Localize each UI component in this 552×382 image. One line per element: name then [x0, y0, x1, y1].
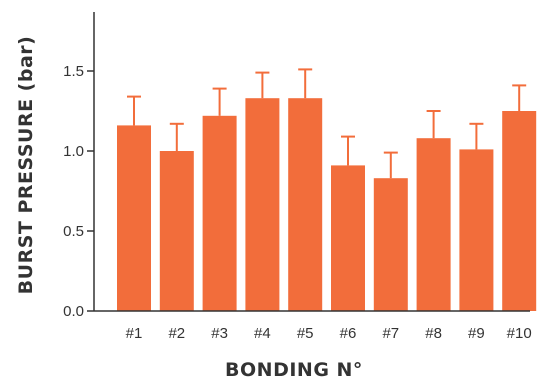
error-bar-10: [512, 84, 527, 111]
axes-layer: [87, 12, 530, 312]
error-bar-1: [127, 95, 141, 126]
x-tick-label: #9: [468, 325, 485, 342]
x-tick-label: #2: [168, 325, 185, 342]
bar-5: [288, 98, 323, 311]
x-tick-label: #6: [340, 325, 357, 342]
bar-6: [331, 165, 365, 311]
x-tick-label: #7: [382, 325, 399, 342]
bar-3: [202, 115, 237, 311]
bar-9: [459, 149, 494, 311]
x-tick-label: #4: [254, 325, 271, 342]
bar-1: [117, 125, 151, 312]
y-axis-title: BURST PRESSURE (bar): [15, 36, 37, 295]
y-tick-label: 1.5: [63, 63, 84, 80]
x-tick-label: #1: [126, 325, 143, 342]
x-tick-label: #3: [211, 325, 228, 342]
error-bar-5: [298, 68, 313, 99]
y-tick-label: 0.0: [63, 303, 84, 320]
y-tick-label: 0.5: [63, 223, 84, 240]
error-bar-3: [212, 87, 227, 116]
error-bar-2: [169, 122, 184, 151]
bar-2: [159, 151, 194, 311]
x-axis-title: BONDING N°: [225, 359, 363, 381]
error-bar-7: [383, 151, 398, 179]
x-tick-label: #10: [507, 325, 532, 342]
x-tick-label: #5: [297, 325, 314, 342]
tick-labels-layer: #1 #2 #3 #4 #5 #6 #7 #8 #9 #10 0.0 0.5 1.0 1.5: [63, 63, 532, 342]
bars-layer: [117, 98, 537, 312]
bar-10: [502, 111, 537, 311]
error-bars-layer: [127, 68, 527, 179]
y-tick-label: 1.0: [63, 143, 84, 160]
error-bar-9: [469, 122, 484, 150]
error-bar-4: [255, 71, 270, 99]
bar-4: [245, 98, 280, 311]
bar-7: [373, 178, 408, 311]
error-bar-6: [341, 135, 355, 166]
x-tick-label: #8: [425, 325, 442, 342]
error-bar-8: [426, 110, 441, 139]
bar-8: [416, 138, 451, 311]
